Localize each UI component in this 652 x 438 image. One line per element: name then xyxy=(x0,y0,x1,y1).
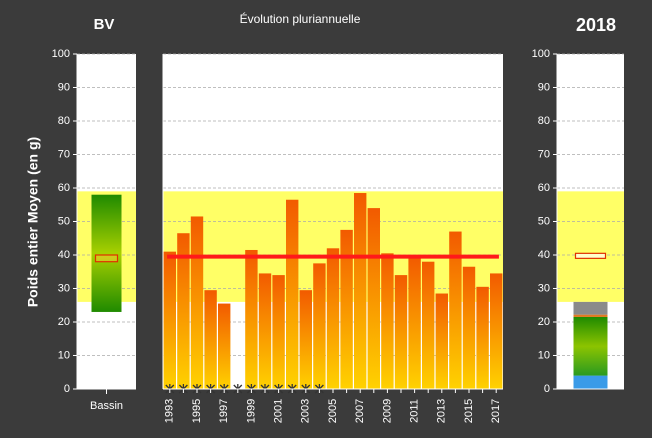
y-tick-label: 0 xyxy=(64,383,70,395)
y-tick-label: 10 xyxy=(58,349,70,361)
y-tick-label: 30 xyxy=(58,282,70,294)
y-tick-label: 100 xyxy=(532,48,550,60)
bar xyxy=(435,293,448,389)
y-tick-label: 50 xyxy=(58,215,70,227)
y-tick-label: 90 xyxy=(58,81,70,93)
x-tick-label: 2003 xyxy=(300,399,312,423)
bar xyxy=(381,253,394,389)
y-tick-label: 100 xyxy=(52,48,70,60)
x-tick-label: 2013 xyxy=(436,399,448,423)
box xyxy=(574,252,607,259)
y-tick-label: 20 xyxy=(58,316,70,328)
reference-band xyxy=(557,191,624,302)
bar xyxy=(367,208,380,389)
x-tick-label: 2001 xyxy=(273,399,285,423)
y-tick-label: 30 xyxy=(538,282,550,294)
y-tick-label: 90 xyxy=(538,81,550,93)
x-tick-label: 2005 xyxy=(327,399,339,423)
stack-segment xyxy=(573,301,608,315)
y-tick-label: 60 xyxy=(538,182,550,194)
bar xyxy=(476,286,489,389)
bar xyxy=(163,251,176,389)
bar xyxy=(190,216,204,389)
y-tick-label: 70 xyxy=(538,148,550,160)
box xyxy=(94,254,119,263)
stack-segment xyxy=(573,314,608,317)
range-bar xyxy=(91,194,122,312)
x-tick-label: 2017 xyxy=(490,399,502,423)
bar xyxy=(449,231,462,389)
bar xyxy=(422,261,435,389)
bar xyxy=(272,275,285,389)
x-tick-label: 1999 xyxy=(245,399,257,423)
x-tick-label: 2009 xyxy=(381,399,393,423)
bar xyxy=(258,273,272,389)
panel-title: BV xyxy=(94,16,115,33)
y-tick-label: 40 xyxy=(538,249,550,261)
y-tick-label: 0 xyxy=(544,383,550,395)
y-tick-label: 50 xyxy=(538,215,550,227)
bar xyxy=(245,249,258,389)
x-tick-label: Bassin xyxy=(90,400,123,412)
bar xyxy=(177,233,190,389)
y-tick-label: 60 xyxy=(58,182,70,194)
panel-title: Évolution pluriannuelle xyxy=(240,11,361,26)
y-tick-label: 80 xyxy=(58,115,70,127)
x-tick-label: 1993 xyxy=(164,399,176,423)
bar xyxy=(204,290,217,389)
x-tick-label: 1997 xyxy=(218,399,230,423)
y-tick-label: 20 xyxy=(538,316,550,328)
x-tick-label: 2011 xyxy=(409,399,421,423)
x-tick-label: 1995 xyxy=(191,399,203,423)
bar xyxy=(313,263,326,389)
bar xyxy=(354,193,367,389)
bar xyxy=(408,256,421,389)
bar xyxy=(462,266,476,389)
y-tick-label: 10 xyxy=(538,349,550,361)
x-tick-label: 2007 xyxy=(354,399,366,423)
bar xyxy=(490,273,503,389)
y-tick-label: 80 xyxy=(538,115,550,127)
bar xyxy=(299,290,312,389)
bar xyxy=(286,199,299,389)
panel-title: 2018 xyxy=(576,15,616,35)
bar xyxy=(326,248,340,389)
stack-segment xyxy=(573,375,608,389)
stack-segment xyxy=(573,316,608,376)
bar xyxy=(340,229,353,389)
y-tick-label: 70 xyxy=(58,148,70,160)
y-axis-label: Poids entier Moyen (en g) xyxy=(25,137,41,307)
x-tick-label: 2015 xyxy=(463,399,475,423)
bar xyxy=(218,303,231,389)
y-tick-label: 40 xyxy=(58,249,70,261)
bar xyxy=(394,275,408,389)
